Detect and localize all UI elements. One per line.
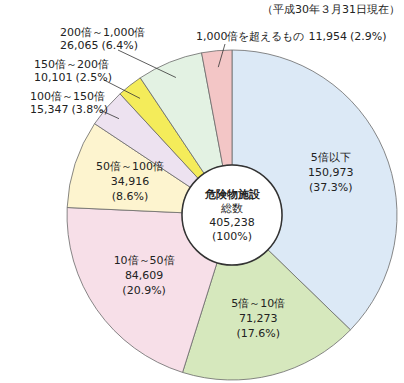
label-percent: (20.9%): [122, 284, 166, 297]
label-value: 34,916: [111, 175, 150, 188]
center-label-line: 405,238: [209, 216, 255, 229]
subtitle: （平成30年３月31日現在）: [262, 3, 400, 16]
label-value: 11,954: [309, 30, 348, 43]
label-value: 10,101: [34, 71, 73, 84]
data-label: 5倍以下 150,973 (37.3%): [308, 151, 354, 194]
data-label: 10倍～50倍 84,609 (20.9%): [114, 254, 175, 297]
data-labels: 5倍以下 150,973 (37.3%) 5倍～10倍 71,273 (17.6%) 10倍…: [30, 26, 387, 340]
label-percent: (8.6%): [112, 190, 149, 203]
label-category: 50倍～100倍: [96, 160, 164, 173]
center-label-line: (100%): [212, 230, 252, 243]
data-label: 1,000倍を超えるもの 11,954(2.9%): [196, 30, 387, 43]
center-circle: [182, 165, 282, 265]
data-label: 50倍～100倍 34,916 (8.6%): [96, 160, 164, 203]
leader-line: [218, 44, 225, 67]
label-value: 15,347: [30, 103, 69, 116]
pie: 危険物施設総数405,238(100%): [67, 50, 397, 380]
label-category: 1,000倍を超えるもの: [196, 30, 305, 43]
data-label: 5倍～10倍 71,273 (17.6%): [231, 297, 285, 340]
data-label: 150倍～200倍10,101(2.5%): [34, 58, 112, 84]
label-category: 200倍～1,000倍: [60, 26, 146, 39]
label-category: 5倍～10倍: [231, 297, 285, 310]
data-label: 100倍～150倍15,347(3.8%): [30, 90, 108, 116]
label-value: 71,273: [239, 312, 278, 325]
data-label: 200倍～1,000倍26,065(6.4%): [60, 26, 146, 52]
label-percent: (2.5%): [76, 71, 113, 84]
label-value: 84,609: [125, 269, 164, 282]
label-value: 26,065: [60, 39, 99, 52]
label-category: 150倍～200倍: [34, 58, 109, 71]
center-label-line: 総数: [220, 202, 243, 215]
label-category: 5倍以下: [311, 151, 351, 164]
leader-line: [118, 50, 176, 78]
center-label-line: 危険物施設: [204, 188, 261, 201]
label-percent: (6.4%): [102, 39, 139, 52]
chart: （平成30年３月31日現在） 危険物施設総数405,238(100%) 5倍以下 15…: [0, 0, 404, 383]
label-category: 100倍～150倍: [30, 90, 105, 103]
center-label: 危険物施設総数405,238(100%): [204, 188, 261, 243]
label-percent: (17.6%): [237, 327, 281, 340]
label-category: 10倍～50倍: [114, 254, 175, 267]
label-percent: (2.9%): [350, 30, 387, 43]
label-percent: (3.8%): [72, 103, 109, 116]
label-percent: (37.3%): [309, 181, 353, 194]
label-value: 150,973: [308, 166, 354, 179]
pie-slice: [202, 50, 232, 166]
